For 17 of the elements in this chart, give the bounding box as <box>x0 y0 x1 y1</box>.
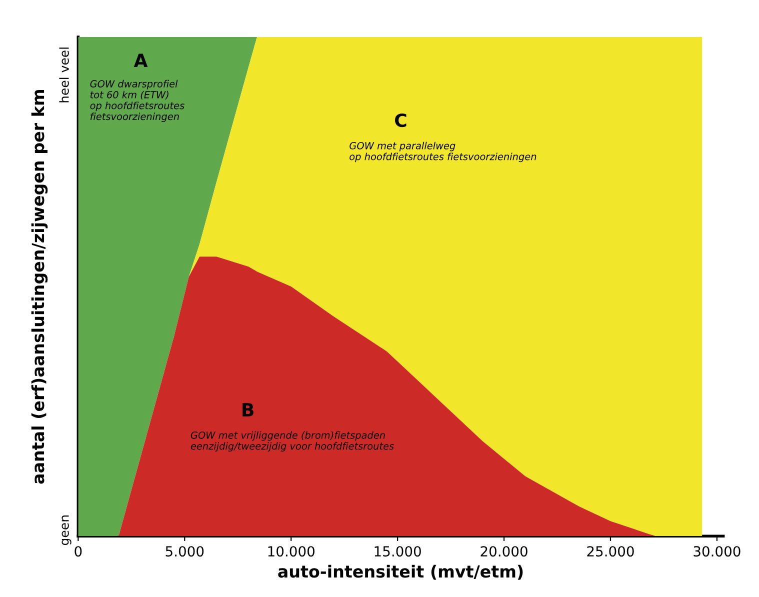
x-tick-label: 30.000 <box>694 546 740 557</box>
x-tick-label: 0 <box>74 546 82 557</box>
annotation: C <box>395 113 406 128</box>
y-axis-title: aantal (erf)aansluitingen/zijwegen per km <box>31 90 48 484</box>
text: heel veel <box>59 48 69 102</box>
text: geen <box>62 516 72 546</box>
annotation: GOW met parallelweg op hoofdfietsroutes fietsvoorzieningen <box>350 142 536 162</box>
x-tick-label: 5.000 <box>166 546 204 557</box>
annotation: B <box>242 403 254 416</box>
x-axis-title: auto-intensiteit (mvt/etm) <box>278 564 523 580</box>
x-tick-label: 15.000 <box>374 546 421 557</box>
x-tick-label: 10.000 <box>268 546 314 557</box>
x-tick-label: 20.000 <box>480 546 528 557</box>
x-tick-label: 25.000 <box>587 546 634 557</box>
annotation: GOW dwarsprofiel tot 60 km (ETW) op hoofdfietsroutes fietsvoorzieningen <box>90 80 184 122</box>
annotation: A <box>134 54 148 67</box>
annotation: GOW met vrijliggende (brom)fietspaden eenzijdig/tweezijdig voor hoofdfietsroutes <box>190 431 394 452</box>
